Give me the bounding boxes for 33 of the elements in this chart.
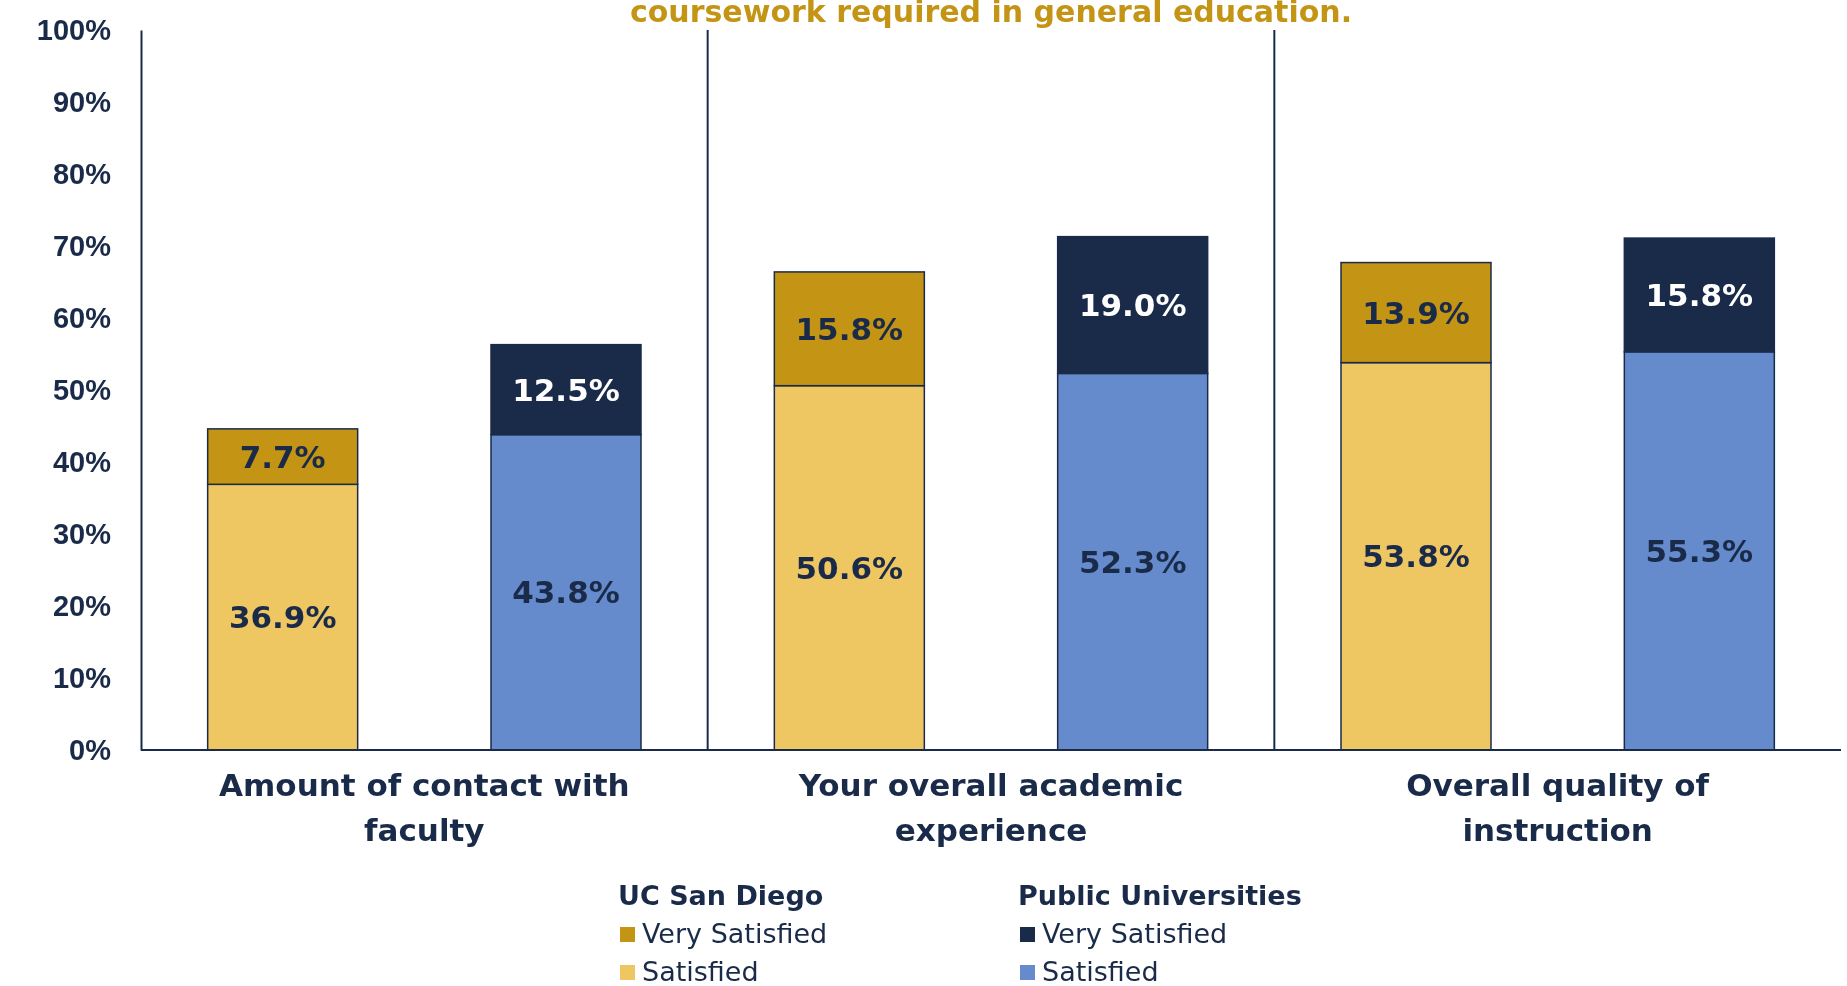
y-tick-label: 20%: [52, 589, 112, 622]
data-label: 52.3%: [1078, 543, 1187, 580]
data-label: 53.8%: [1362, 538, 1470, 575]
text: Amount of contact with faculty: [219, 767, 630, 848]
data-label: 36.9%: [228, 599, 337, 636]
text: Public Universities: [1018, 880, 1302, 911]
data-label: 13.9%: [1362, 294, 1470, 331]
y-tick-label: 60%: [52, 301, 112, 334]
y-tick-label: 90%: [52, 85, 112, 118]
data-label: 50.6%: [795, 549, 904, 586]
data-label: 15.8%: [1645, 276, 1754, 313]
chart-title: coursework required in general education.: [629, 0, 1353, 29]
data-label: 15.8%: [795, 310, 904, 347]
y-tick-label: 10%: [52, 661, 112, 694]
y-tick-label: 50%: [52, 373, 112, 406]
legend-label: Very Satisfied: [642, 918, 828, 949]
y-tick-label: 100%: [36, 13, 112, 46]
text: Your overall academic experience: [797, 767, 1184, 848]
y-tick-label: 0%: [69, 733, 112, 766]
data-label: 55.3%: [1645, 532, 1754, 569]
data-label: 43.8%: [512, 574, 620, 611]
legend-label: Satisfied: [642, 956, 759, 986]
legend-label: Satisfied: [1042, 956, 1159, 986]
data-label: 19.0%: [1078, 287, 1187, 324]
legend-label: Very Satisfied: [1042, 918, 1228, 949]
y-tick-label: 40%: [52, 445, 112, 478]
text: UC San Diego: [618, 880, 824, 911]
y-tick-label: 70%: [52, 229, 112, 262]
y-tick-label: 80%: [52, 157, 112, 190]
y-tick-label: 30%: [52, 517, 112, 550]
text: Overall quality of instruction: [1406, 767, 1710, 848]
data-label: 7.7%: [239, 438, 326, 475]
data-label: 12.5%: [512, 371, 620, 408]
